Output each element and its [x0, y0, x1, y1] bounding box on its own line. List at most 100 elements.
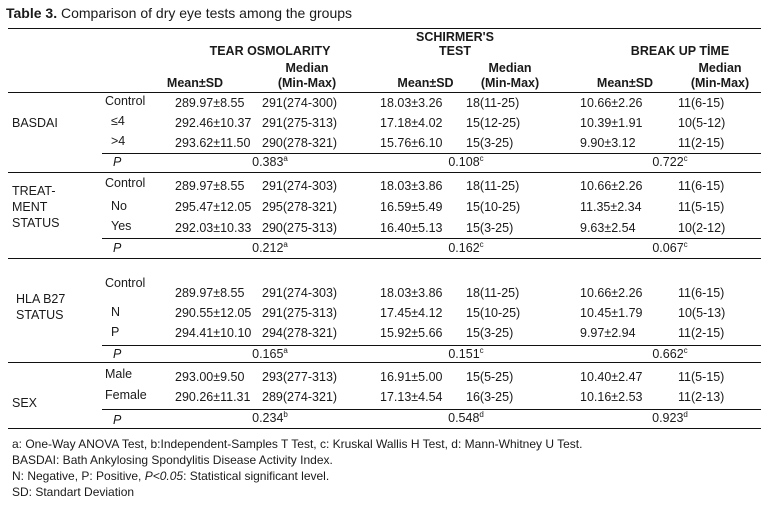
p-value: 0.151 — [448, 347, 480, 361]
table-row-subgroup: N — [111, 305, 121, 319]
table-cell: 289.97±8.55 — [175, 96, 245, 110]
p-value-osm: 0.165a — [220, 345, 320, 361]
test-superscript: c — [683, 239, 688, 249]
test-superscript: c — [479, 239, 484, 249]
osm-median-line1: Median — [285, 61, 329, 75]
top-rule — [8, 28, 761, 29]
table-cell: 293(277-313) — [262, 370, 338, 384]
table-title: Comparison of dry eye tests among the gr… — [57, 5, 353, 21]
table-cell: 16.59±5.49 — [380, 200, 443, 214]
test-superscript: c — [683, 345, 688, 355]
header-break-up-time: BREAK UP TİME — [630, 44, 730, 58]
test-superscript: c — [479, 153, 484, 163]
table-row-subgroup: >4 — [111, 134, 126, 148]
table-cell: 291(274-303) — [262, 286, 338, 300]
but-median-line1: Median — [698, 61, 742, 75]
header-bottom-rule — [8, 92, 761, 93]
header-tear-osmolarity: TEAR OSMOLARITY — [209, 44, 331, 58]
but-median-line2: (Min-Max) — [690, 76, 750, 90]
footnote-italic: P<0.05 — [144, 469, 184, 483]
group-label-line: STATUS — [12, 216, 60, 230]
group-label-basdai: BASDAI — [12, 116, 58, 130]
table-cell: 290.55±12.05 — [175, 306, 252, 320]
group-label-sex: SEX — [12, 396, 38, 410]
p-value: 0.923 — [652, 411, 684, 425]
footnote-text: N: Negative, P: Positive, — [12, 469, 145, 483]
table-cell: 293.00±9.50 — [175, 370, 245, 384]
hla-p-top-rule — [102, 345, 761, 346]
table-cell: 18(11-25) — [466, 179, 520, 193]
group-label-treatment-status: TREAT- MENT STATUS — [12, 183, 59, 231]
table-cell: 291(274-303) — [262, 179, 338, 193]
table-cell: 293.62±11.50 — [175, 136, 251, 150]
table-row-subgroup: P — [111, 325, 120, 339]
treatment-p-top-rule — [102, 238, 761, 239]
table-cell: 15(3-25) — [466, 326, 514, 340]
table-cell: 16.40±5.13 — [380, 221, 443, 235]
p-value-osm: 0.212a — [220, 240, 320, 255]
table-cell: 15(3-25) — [466, 221, 514, 235]
table-cell: 9.90±3.12 — [580, 136, 636, 150]
table-cell: 18.03±3.86 — [380, 286, 443, 300]
table-cell: 18(11-25) — [466, 96, 520, 110]
sch-median-header: Median (Min-Max) — [470, 61, 550, 91]
table-cell: 290(275-313) — [262, 221, 338, 235]
table-cell: 18(11-25) — [466, 286, 520, 300]
table-cell: 15.76±6.10 — [380, 136, 443, 150]
hla-bottom-rule — [8, 362, 761, 363]
header-schirmers-line2: TEST — [439, 44, 471, 58]
table-cell: 10.66±2.26 — [580, 96, 643, 110]
table-cell: 15(10-25) — [466, 306, 521, 320]
table-row-subgroup: No — [111, 199, 127, 213]
test-superscript: a — [283, 345, 288, 355]
p-value-label: P — [113, 241, 122, 255]
p-value: 0.165 — [252, 347, 284, 361]
p-value-but: 0.067c — [620, 239, 720, 255]
osm-median-line2: (Min-Max) — [277, 76, 337, 90]
p-value-osm: 0.234b — [220, 410, 320, 425]
p-value: 0.662 — [652, 347, 684, 361]
p-value-but: 0.662c — [620, 345, 720, 361]
table-cell: 18.03±3.26 — [380, 96, 443, 110]
table-cell: 10.45±1.79 — [580, 306, 643, 320]
p-value-label: P — [113, 413, 122, 427]
table-cell: 10(5-12) — [678, 116, 726, 130]
sex-p-top-rule — [102, 409, 761, 410]
table-cell: 291(275-313) — [262, 306, 338, 320]
table-row-subgroup: Yes — [111, 219, 132, 233]
table-cell: 17.45±4.12 — [380, 306, 443, 320]
p-value-sch: 0.108c — [416, 153, 516, 169]
table-cell: 10.16±2.53 — [580, 390, 643, 404]
table-cell: 290.26±11.31 — [175, 390, 251, 404]
table-cell: 290(278-321) — [262, 136, 338, 150]
osm-median-header: Median (Min-Max) — [262, 61, 352, 91]
table-cell: 289.97±8.55 — [175, 179, 245, 193]
table-cell: 294.41±10.10 — [175, 326, 252, 340]
table-cell: 15.92±5.66 — [380, 326, 443, 340]
table-cell: 295(278-321) — [262, 200, 338, 214]
p-value: 0.212 — [252, 241, 284, 255]
sch-mean-header: Mean±SD — [397, 76, 454, 90]
p-value: 0.383 — [252, 155, 284, 169]
table-cell: 295.47±12.05 — [175, 200, 252, 214]
footnote-sd: SD: Standart Deviation — [12, 485, 135, 499]
table-row-subgroup: ≤4 — [111, 114, 125, 128]
table-cell: 291(274-300) — [262, 96, 338, 110]
p-value: 0.548 — [448, 411, 480, 425]
group-label-hla-b27-status: HLA B27 STATUS — [16, 291, 65, 323]
osm-mean-header: Mean±SD — [166, 76, 224, 90]
table-cell: 15(3-25) — [466, 136, 514, 150]
p-value-sch: 0.548d — [416, 410, 516, 425]
p-value-but: 0.923d — [620, 410, 720, 425]
table-cell: 10.66±2.26 — [580, 286, 643, 300]
table-cell: 15(10-25) — [466, 200, 521, 214]
table-cell: 10(5-13) — [678, 306, 726, 320]
table-cell: 15(12-25) — [466, 116, 521, 130]
table-cell: 17.13±4.54 — [380, 390, 443, 404]
table-label: Table 3. — [6, 5, 58, 21]
p-value-sch: 0.162c — [416, 239, 516, 255]
table-cell: 292.46±10.37 — [175, 116, 252, 130]
table-cell: 11(5-15) — [678, 370, 725, 384]
table-row-subgroup: Control — [105, 176, 146, 190]
but-median-header: Median (Min-Max) — [680, 61, 760, 91]
